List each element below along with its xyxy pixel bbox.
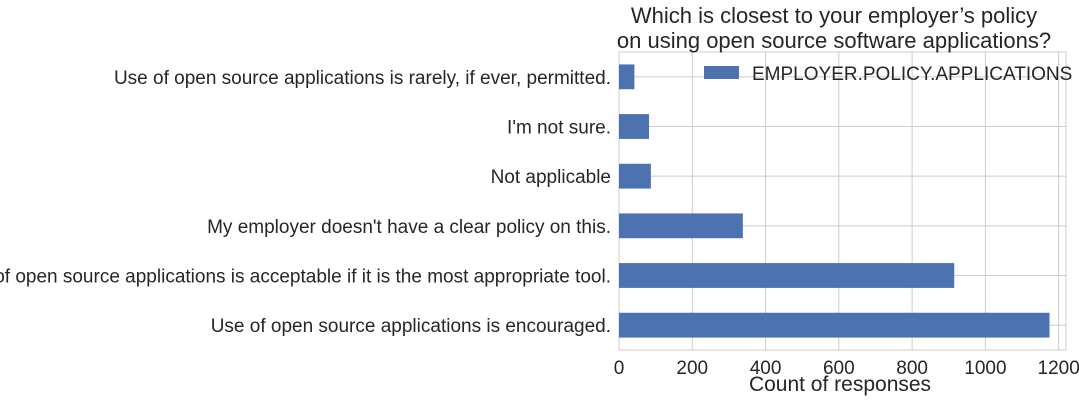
chart-title-line-1: Which is closest to your employer’s poli… <box>631 3 1037 28</box>
category-label: Use of open source applications is accep… <box>0 267 611 288</box>
category-label: My employer doesn't have a clear policy … <box>207 217 611 238</box>
bar <box>619 114 650 139</box>
bars <box>619 64 1050 338</box>
x-tick-label: 800 <box>896 358 928 379</box>
grid-lines <box>618 51 1067 351</box>
x-tick-label: 400 <box>750 358 782 379</box>
x-tick-label: 1200 <box>1038 358 1079 379</box>
category-label: Not applicable <box>491 167 611 188</box>
category-labels: Use of open source applications is encou… <box>0 68 611 337</box>
x-tick-labels: 0 200 400 600 800 1000 1200 <box>614 358 1079 379</box>
legend-label: EMPLOYER.POLICY.APPLICATIONS <box>752 64 1072 85</box>
category-label: I'm not sure. <box>507 118 611 139</box>
bar <box>619 263 955 288</box>
category-label: Use of open source applications is encou… <box>211 316 611 337</box>
legend: EMPLOYER.POLICY.APPLICATIONS <box>704 64 1072 85</box>
x-tick-label: 200 <box>676 358 708 379</box>
chart-title-line-2: on using open source software applicatio… <box>617 28 1051 53</box>
category-label: Use of open source applications is rarel… <box>114 68 611 89</box>
x-tick-label: 0 <box>614 358 625 379</box>
plot-frame <box>618 51 1067 351</box>
x-tick-label: 1000 <box>964 358 1006 379</box>
legend-swatch <box>704 66 739 79</box>
x-axis-label: Count of responses <box>749 373 931 396</box>
bar <box>619 64 635 90</box>
bar <box>619 163 651 189</box>
bar <box>619 213 743 239</box>
x-tick-label: 600 <box>823 358 855 379</box>
bar <box>619 312 1050 338</box>
